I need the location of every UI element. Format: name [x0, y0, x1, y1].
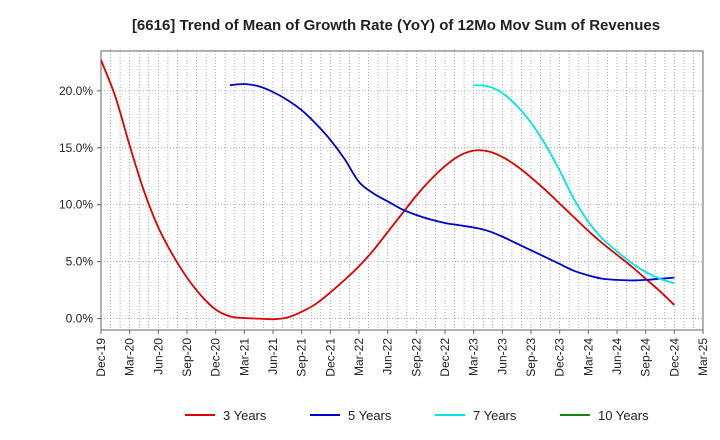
x-tick-label: Mar-22 [352, 338, 366, 376]
x-tick-label: Dec-23 [553, 338, 567, 377]
series-line-7-years [473, 84, 675, 285]
x-tick-label: Jun-24 [610, 338, 624, 375]
x-tick-label: Sep-21 [295, 338, 309, 377]
series-lines [100, 59, 675, 321]
x-tick-label: Mar-25 [696, 338, 710, 376]
x-tick-label: Mar-24 [581, 338, 595, 376]
x-tick-label: Sep-20 [180, 338, 194, 377]
x-tick-label: Jun-22 [381, 338, 395, 375]
y-tick-label: 20.0% [59, 84, 93, 98]
x-tick-label: Dec-22 [438, 338, 452, 377]
y-tick-label: 5.0% [66, 255, 94, 269]
chart-title: [6616] Trend of Mean of Growth Rate (YoY… [132, 17, 660, 34]
x-tick-label: Jun-23 [495, 338, 509, 375]
x-tick-label: Sep-23 [524, 338, 538, 377]
legend: 3 Years 5 Years 7 Years 10 Years [185, 408, 649, 423]
x-tick-label: Mar-21 [237, 338, 251, 376]
x-tick-label: Dec-20 [209, 338, 223, 377]
legend-label-5-years: 5 Years [348, 408, 392, 423]
legend-label-10-years: 10 Years [598, 408, 649, 423]
x-tick-label: Dec-19 [94, 338, 108, 377]
legend-label-7-years: 7 Years [473, 408, 517, 423]
x-tick-label: Dec-24 [667, 338, 681, 377]
x-tick-label: Jun-20 [151, 338, 165, 375]
y-axis: 0.0% 5.0% 10.0% 15.0% 20.0% [59, 84, 101, 326]
y-tick-label: 15.0% [59, 141, 93, 155]
x-tick-label: Dec-21 [323, 338, 337, 377]
grid [101, 51, 703, 330]
x-tick-label: Sep-24 [639, 338, 653, 377]
x-tick-label: Mar-23 [467, 338, 481, 376]
plot-area [100, 50, 704, 331]
legend-label-3-years: 3 Years [223, 408, 267, 423]
series-line-5-years [229, 83, 675, 282]
series-line-3-years [100, 59, 675, 321]
x-axis: Dec-19 Mar-20 Jun-20 Sep-20 Dec-20 Mar-21 Jun-… [94, 330, 710, 377]
y-tick-label: 10.0% [59, 198, 93, 212]
y-tick-label: 0.0% [66, 312, 94, 326]
x-tick-label: Mar-20 [123, 338, 137, 376]
x-tick-label: Jun-21 [266, 338, 280, 375]
x-tick-label: Sep-22 [409, 338, 423, 377]
